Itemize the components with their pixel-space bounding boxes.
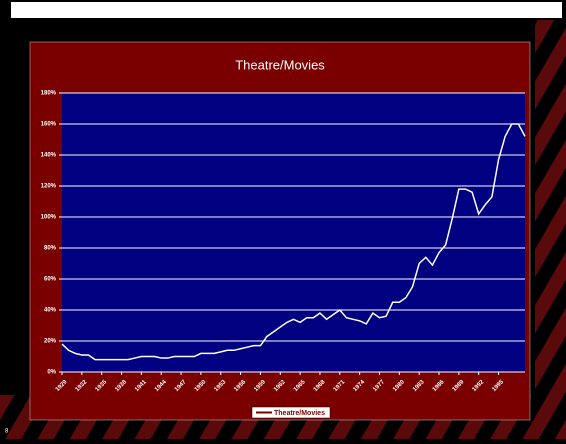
data-line [61,123,526,361]
y-tick-label: 80% [44,246,57,252]
y-tick-label: 40% [44,308,57,314]
chart-title: Theatre/Movies [235,57,325,72]
y-tick-label: 100% [41,215,57,221]
stripe-band [535,20,566,439]
y-tick-label: 20% [44,339,57,345]
y-tick-label: 180% [41,91,57,97]
y-tick-label: 140% [41,153,57,159]
y-tick-label: 60% [44,277,57,283]
legend-label: Theatre/Movies [274,410,325,417]
y-tick-label: 120% [41,184,57,190]
slide-number: 8 [5,429,9,435]
legend-box [251,406,331,419]
plot-area [62,93,525,372]
top-bar [9,0,564,20]
y-tick-label: 0% [47,370,56,376]
y-tick-label: 160% [41,122,57,128]
